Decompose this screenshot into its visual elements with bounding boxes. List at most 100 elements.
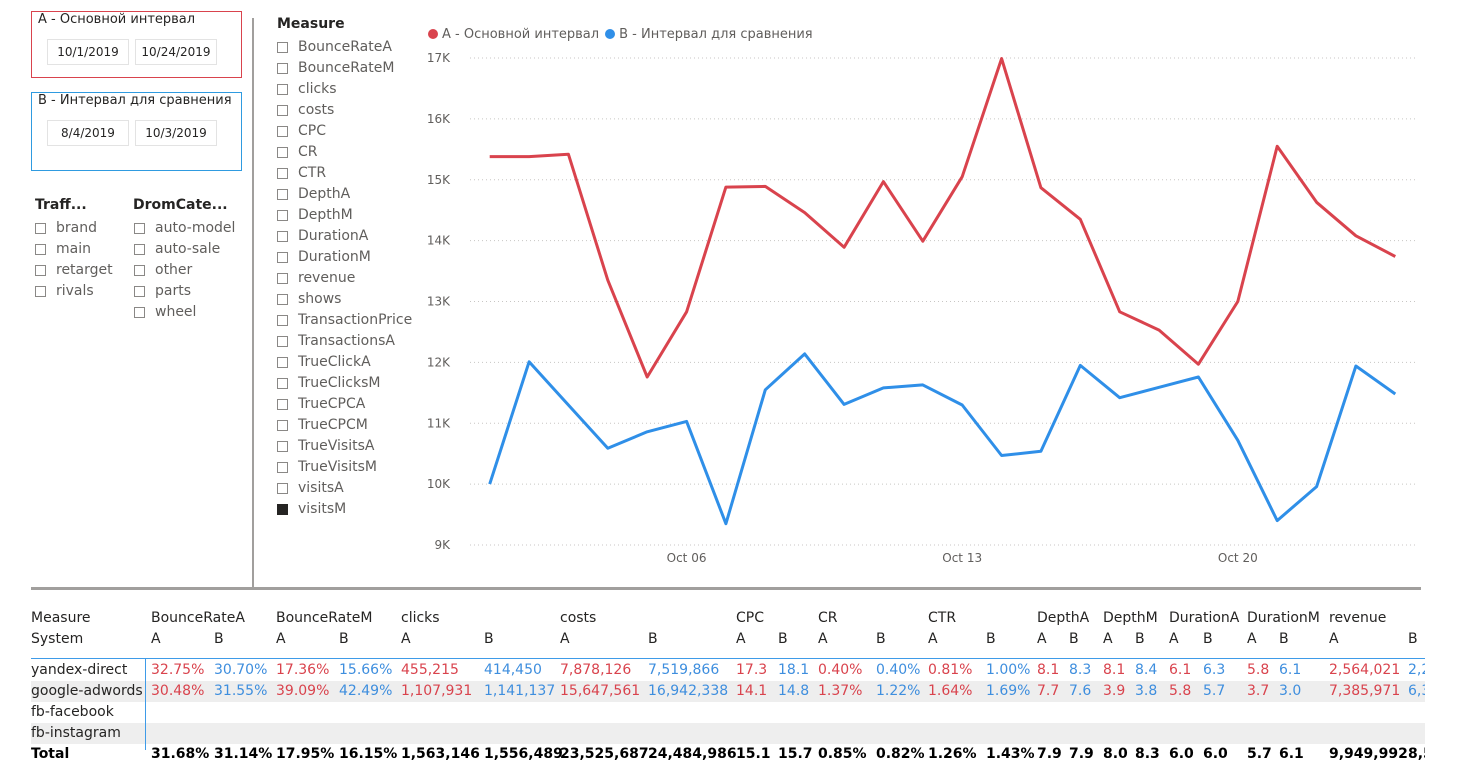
measure-slicer-item[interactable]: TrueCPCA <box>277 394 365 414</box>
measure-slicer-item[interactable]: DepthM <box>277 205 353 225</box>
table-cell: 5.7 <box>1203 683 1226 699</box>
date-range-a-end-input[interactable]: 10/24/2019 <box>135 39 217 65</box>
horizontal-divider <box>31 587 1421 590</box>
column-header-sub: A <box>1247 631 1257 647</box>
measure-slicer-checkbox[interactable] <box>277 419 288 431</box>
table-cell: 32.75% <box>151 662 205 678</box>
measure-slicer-checkbox[interactable] <box>277 41 288 53</box>
measure-slicer-checkbox[interactable] <box>277 167 288 179</box>
traffic-slicer-item-label: brand <box>56 220 97 236</box>
measure-slicer-item[interactable]: clicks <box>277 79 337 99</box>
category-slicer-checkbox[interactable] <box>134 285 145 297</box>
measure-slicer-checkbox[interactable] <box>277 314 288 326</box>
category-slicer-item[interactable]: parts <box>134 281 191 301</box>
total-cell: 31.14% <box>214 746 273 762</box>
row-band <box>31 723 1425 744</box>
legend-label-a: A - Основной интервал <box>442 26 600 42</box>
measure-slicer-checkbox[interactable] <box>277 335 288 347</box>
measure-slicer-item[interactable]: TrueClickA <box>277 352 371 372</box>
measure-slicer-item[interactable]: costs <box>277 100 334 120</box>
measure-slicer-item-label: TrueVisitsA <box>298 438 375 454</box>
measure-slicer-item-label: shows <box>298 291 342 307</box>
category-slicer-checkbox[interactable] <box>134 306 145 318</box>
traffic-slicer-item[interactable]: retarget <box>35 260 113 280</box>
traffic-slicer-checkbox[interactable] <box>35 222 46 234</box>
category-slicer-checkbox[interactable] <box>134 222 145 234</box>
category-slicer-checkbox[interactable] <box>134 243 145 255</box>
traffic-slicer-checkbox[interactable] <box>35 285 46 297</box>
measure-slicer-checkbox[interactable] <box>277 188 288 200</box>
measure-slicer-checkbox[interactable] <box>277 377 288 389</box>
measure-slicer-checkbox[interactable] <box>277 293 288 305</box>
column-header-sub: A <box>928 631 938 647</box>
table-cell: 8.1 <box>1037 662 1060 678</box>
measure-slicer-item[interactable]: TrueVisitsM <box>277 457 377 477</box>
measure-slicer-checkbox[interactable] <box>277 230 288 242</box>
series-b-line[interactable] <box>488 352 1397 526</box>
measure-slicer-checkbox[interactable] <box>277 272 288 284</box>
category-slicer-checkbox[interactable] <box>134 264 145 276</box>
measure-slicer-item[interactable]: CTR <box>277 163 326 183</box>
measure-slicer-item[interactable]: TrueClicksM <box>277 373 380 393</box>
measure-slicer-checkbox[interactable] <box>277 440 288 452</box>
measure-slicer-checkbox[interactable] <box>277 503 288 515</box>
traffic-slicer-item-label: main <box>56 241 91 257</box>
traffic-slicer-item[interactable]: main <box>35 239 91 259</box>
legend-item-b[interactable]: B - Интервал для сравнения <box>605 27 813 42</box>
measure-slicer-item[interactable]: TransactionsA <box>277 331 395 351</box>
table-cell: 1.37% <box>818 683 863 699</box>
measure-slicer-checkbox[interactable] <box>277 125 288 137</box>
traffic-slicer-item[interactable]: rivals <box>35 281 94 301</box>
x-tick-label: Oct 13 <box>942 551 982 565</box>
category-slicer-item[interactable]: auto-model <box>134 218 235 238</box>
measure-slicer-item[interactable]: CR <box>277 142 318 162</box>
table-cell: 6.1 <box>1169 662 1192 678</box>
measure-slicer-item[interactable]: DepthA <box>277 184 350 204</box>
column-header-sub: A <box>1103 631 1113 647</box>
measure-slicer-checkbox[interactable] <box>277 209 288 221</box>
measure-slicer-item[interactable]: revenue <box>277 268 355 288</box>
measure-slicer-item[interactable]: CPC <box>277 121 326 141</box>
measure-slicer-item[interactable]: DurationM <box>277 247 371 267</box>
category-slicer-item[interactable]: wheel <box>134 302 196 322</box>
date-range-b-end-input[interactable]: 10/3/2019 <box>135 120 217 146</box>
legend-item-a[interactable]: A - Основной интервал <box>428 27 599 42</box>
table-cell: 5.8 <box>1169 683 1192 699</box>
measure-slicer-checkbox[interactable] <box>277 398 288 410</box>
series-a-line[interactable] <box>489 57 1396 379</box>
measure-slicer-checkbox[interactable] <box>277 251 288 263</box>
row-label-system: fb-facebook <box>31 704 114 720</box>
total-cell: 1.26% <box>928 746 977 762</box>
measure-slicer-item[interactable]: shows <box>277 289 341 309</box>
measure-slicer-item[interactable]: BounceRateM <box>277 58 394 78</box>
traffic-slicer-item[interactable]: brand <box>35 218 97 238</box>
measure-slicer-checkbox[interactable] <box>277 482 288 494</box>
measure-slicer-checkbox[interactable] <box>277 104 288 116</box>
table-cell: 7.7 <box>1037 683 1060 699</box>
measure-slicer-item[interactable]: TransactionPrice <box>277 310 412 330</box>
traffic-slicer-checkbox[interactable] <box>35 243 46 255</box>
category-slicer-item[interactable]: auto-sale <box>134 239 220 259</box>
measure-slicer-item[interactable]: DurationA <box>277 226 368 246</box>
measure-slicer-item[interactable]: TrueVisitsA <box>277 436 374 456</box>
measure-slicer-item[interactable]: TrueCPCM <box>277 415 368 435</box>
category-slicer-item[interactable]: other <box>134 260 192 280</box>
measure-slicer-item[interactable]: visitsA <box>277 478 344 498</box>
measure-slicer-checkbox[interactable] <box>277 356 288 368</box>
measure-slicer-item-label: TransactionPrice <box>298 312 413 328</box>
measure-slicer-item[interactable]: BounceRateA <box>277 37 392 57</box>
row-label-system: fb-instagram <box>31 725 121 741</box>
measure-slicer-checkbox[interactable] <box>277 461 288 473</box>
legend-dot-b <box>605 29 616 39</box>
table-cell: 17.3 <box>736 662 768 678</box>
measure-slicer-item-label: DurationA <box>298 228 369 244</box>
traffic-slicer-checkbox[interactable] <box>35 264 46 276</box>
date-range-a-start-input[interactable]: 10/1/2019 <box>47 39 129 65</box>
measure-slicer-item[interactable]: visitsM <box>277 499 346 519</box>
measure-slicer-checkbox[interactable] <box>277 62 288 74</box>
table-cell: 7.6 <box>1069 683 1092 699</box>
measure-slicer-checkbox[interactable] <box>277 146 288 158</box>
date-range-b-start-input[interactable]: 8/4/2019 <box>47 120 129 146</box>
measure-slicer-checkbox[interactable] <box>277 83 288 95</box>
system-header: System <box>31 631 84 647</box>
